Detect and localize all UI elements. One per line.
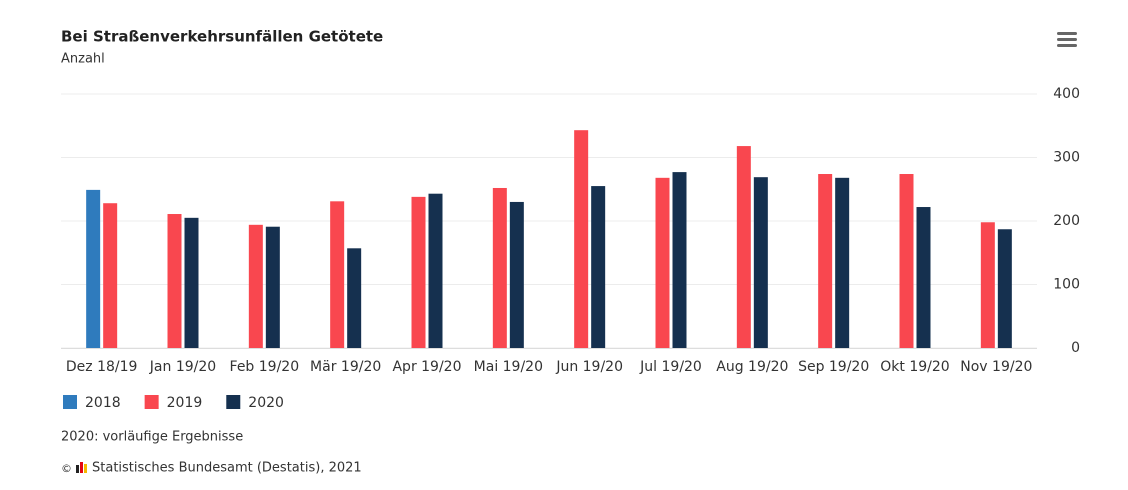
bar — [835, 177, 850, 348]
bar — [997, 229, 1012, 348]
logo-bar — [76, 465, 79, 473]
menu-line[interactable] — [1057, 38, 1077, 41]
bar — [672, 172, 687, 348]
x-tick-label: Jun 19/20 — [555, 359, 623, 375]
legend-label[interactable]: 2019 — [167, 395, 203, 411]
bar — [980, 222, 995, 348]
bar — [492, 187, 507, 348]
x-tick-label: Jan 19/20 — [149, 359, 216, 375]
bar — [818, 174, 833, 348]
bar — [86, 189, 101, 348]
y-tick-label: 200 — [1053, 213, 1080, 229]
x-tick-label: Dez 18/19 — [66, 359, 138, 375]
note: 2020: vorläufige Ergebnisse — [61, 430, 243, 445]
bar — [248, 224, 263, 348]
bar — [330, 201, 345, 348]
bar — [753, 177, 768, 348]
x-tick-label: Okt 19/20 — [880, 359, 949, 375]
bar — [167, 214, 182, 348]
x-tick-label: Aug 19/20 — [716, 359, 788, 375]
menu-line[interactable] — [1057, 44, 1077, 47]
logo-bar — [84, 464, 87, 473]
x-tick-label: Mär 19/20 — [310, 359, 381, 375]
x-tick-label: Jul 19/20 — [639, 359, 702, 375]
bar — [916, 207, 931, 348]
destatis-logo — [76, 462, 87, 473]
legend-swatch[interactable] — [63, 395, 77, 409]
bar — [411, 196, 426, 348]
legend-label[interactable]: 2018 — [85, 395, 121, 411]
x-tick-label: Apr 19/20 — [392, 359, 461, 375]
bar — [103, 203, 118, 348]
bar — [899, 174, 914, 348]
bar — [574, 130, 589, 348]
bar — [265, 226, 280, 348]
bar — [428, 193, 443, 348]
y-tick-label: 300 — [1053, 150, 1080, 166]
x-tick-label: Feb 19/20 — [230, 359, 300, 375]
legend-swatch[interactable] — [226, 395, 241, 409]
bar — [509, 201, 524, 348]
bar — [347, 248, 362, 348]
menu-line[interactable] — [1057, 32, 1077, 35]
legend-swatch[interactable] — [144, 395, 159, 409]
y-tick-label: 400 — [1053, 86, 1080, 102]
legend-label[interactable]: 2020 — [248, 395, 284, 411]
x-tick-label: Sep 19/20 — [798, 359, 869, 375]
x-tick-label: Nov 19/20 — [960, 359, 1032, 375]
chart-title: Bei Straßenverkehrsunfällen Getötete — [61, 28, 383, 46]
bar — [591, 186, 606, 348]
menu-button[interactable] — [1057, 32, 1077, 47]
chart-subtitle: Anzahl — [61, 52, 105, 67]
credit-symbol: © — [61, 462, 72, 475]
bar — [736, 146, 751, 348]
y-tick-label: 100 — [1053, 277, 1080, 293]
credit-text: Statistisches Bundesamt (Destatis), 2021 — [92, 461, 362, 476]
y-tick-label: 0 — [1071, 340, 1080, 356]
bar — [184, 217, 199, 348]
bar — [655, 177, 670, 348]
logo-bar — [80, 462, 83, 473]
x-tick-label: Mai 19/20 — [474, 359, 543, 375]
